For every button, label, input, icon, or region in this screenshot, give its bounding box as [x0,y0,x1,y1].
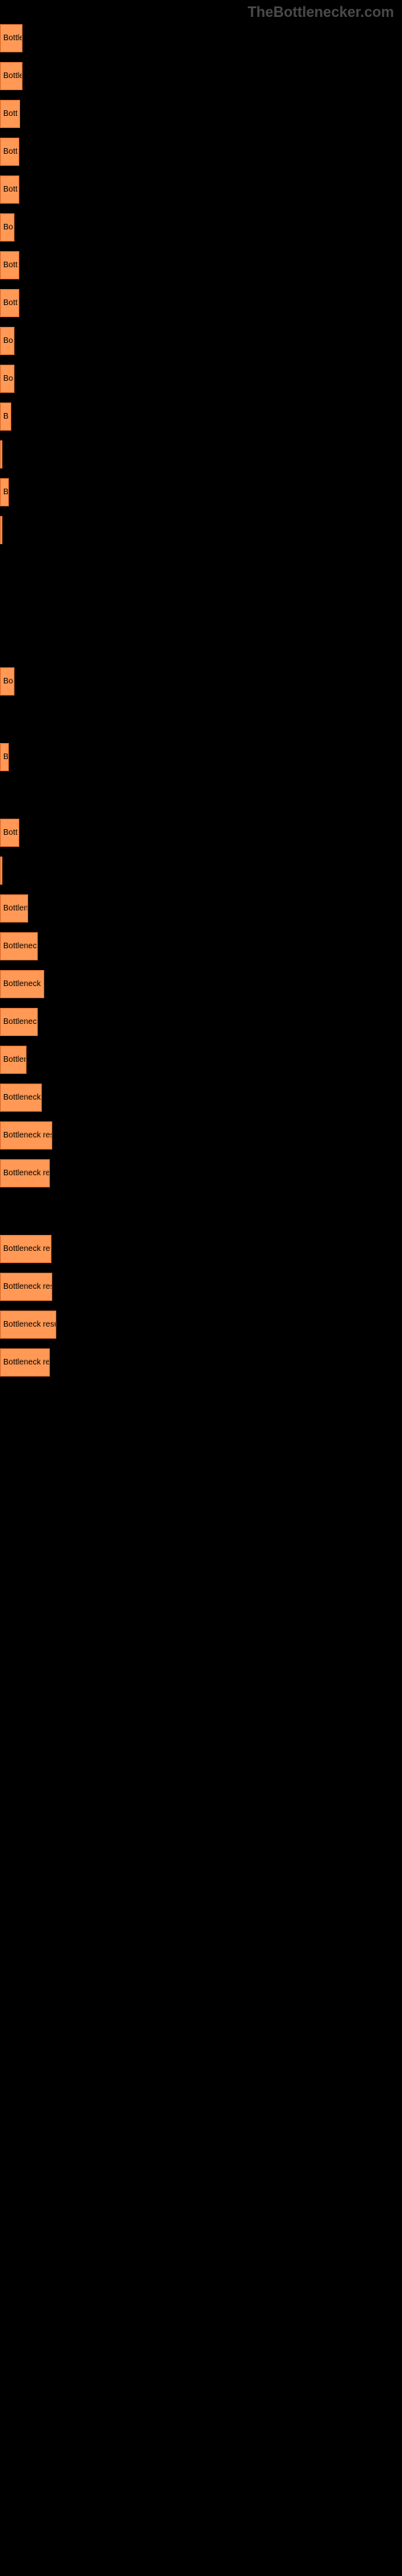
bar-label: Bott [3,828,18,837]
chart-bar [0,440,2,469]
chart-bar: Bottleneck res [0,1121,52,1150]
chart-bar: Bottleneck resu [0,1311,56,1339]
chart-bar: Bottlen [0,894,28,923]
bar-label: Bo [3,336,13,345]
chart-bar: Bottleneck re [0,1159,50,1187]
chart-bar: B [0,478,9,506]
bar-row: B [0,478,9,506]
bar-label: B [3,412,9,421]
watermark-text: TheBottlenecker.com [248,4,394,21]
chart-bar: Bottleneck [0,932,38,960]
bar-row: Bottlen [0,1046,27,1074]
chart-bar: Bott [0,138,19,166]
bar-row: Bottleneck [0,932,38,960]
bar-label: Bottleneck res [3,1131,52,1140]
bar-row [0,516,2,544]
bar-row: Bo [0,667,14,696]
chart-bar: Bott [0,100,20,128]
bar-label: Bottlen [3,1055,27,1064]
chart-bar: Bo [0,365,14,393]
bar-label: Bo [3,677,13,686]
chart-bar: Bo [0,213,14,242]
bar-row: Bottleneck [0,1008,38,1036]
bar-row: Bottleneck re [0,1159,50,1187]
bar-row: Bott [0,175,19,204]
bar-row: Bo [0,213,14,242]
bar-label: Bottleneck [3,942,38,951]
chart-bar: B [0,743,9,771]
chart-bar: Bottleneck r [0,1084,42,1112]
bar-label: Bo [3,374,13,383]
bar-row: Bottlen [0,894,28,923]
chart-bar: Bo [0,667,14,696]
bar-label: Bott [3,109,18,118]
bar-label: Bottleneck [3,1018,38,1026]
chart-bar: Bott [0,289,19,317]
chart-bar: Bottleneck r [0,970,44,998]
bar-label: Bottleneck r [3,1093,42,1102]
bar-label: Bottleneck resu [3,1320,56,1329]
bar-row: Bottle [0,62,23,90]
bar-label: Bottleneck res [3,1282,52,1291]
chart-bar: Bott [0,251,19,279]
bar-label: Bottle [3,72,23,80]
chart-bar: Bottlen [0,1046,27,1074]
bar-label: Bo [3,223,13,232]
bar-row [0,857,2,885]
bar-label: Bottleneck re [3,1169,50,1178]
chart-bar: Bo [0,327,14,355]
chart-bar: Bottle [0,24,23,52]
bar-row: B [0,743,9,771]
bar-label: Bott [3,147,18,156]
bar-row: Bottleneck resu [0,1311,56,1339]
bar-label: Bott [3,185,18,194]
bar-label: B [3,753,9,762]
bar-row: Bott [0,138,19,166]
bar-row: Bo [0,327,14,355]
bar-row: Bott [0,100,20,128]
chart-bar: Bottleneck [0,1008,38,1036]
bar-row: B [0,402,11,431]
chart-bar: Bottle [0,62,23,90]
bar-row: Bottleneck res [0,1235,51,1263]
chart-bar: Bott [0,175,19,204]
bar-row: Bottleneck res [0,1273,52,1301]
bar-row: Bott [0,251,19,279]
bar-row: Bottle [0,24,23,52]
chart-bar: Bottleneck res [0,1348,50,1377]
bar-label: Bottleneck res [3,1245,51,1253]
bar-label: Bott [3,299,18,308]
bar-label: Bott [3,261,18,270]
bar-row: Bottleneck res [0,1348,50,1377]
bar-label: Bottle [3,34,23,43]
bar-label: Bottlen [3,904,28,913]
bar-row: Bott [0,289,19,317]
bar-row: Bott [0,819,19,847]
chart-bar [0,516,2,544]
bar-row: Bottleneck r [0,1084,42,1112]
chart-bar: B [0,402,11,431]
bar-label: B [3,488,9,497]
bar-row: Bottleneck r [0,970,44,998]
chart-bar: Bottleneck res [0,1235,51,1263]
bar-row [0,440,2,469]
bar-row: Bo [0,365,14,393]
chart-bar: Bott [0,819,19,847]
bar-label: Bottleneck r [3,980,44,989]
bar-row: Bottleneck res [0,1121,52,1150]
chart-bar: Bottleneck res [0,1273,52,1301]
bar-label: Bottleneck res [3,1358,50,1367]
chart-bar [0,857,2,885]
